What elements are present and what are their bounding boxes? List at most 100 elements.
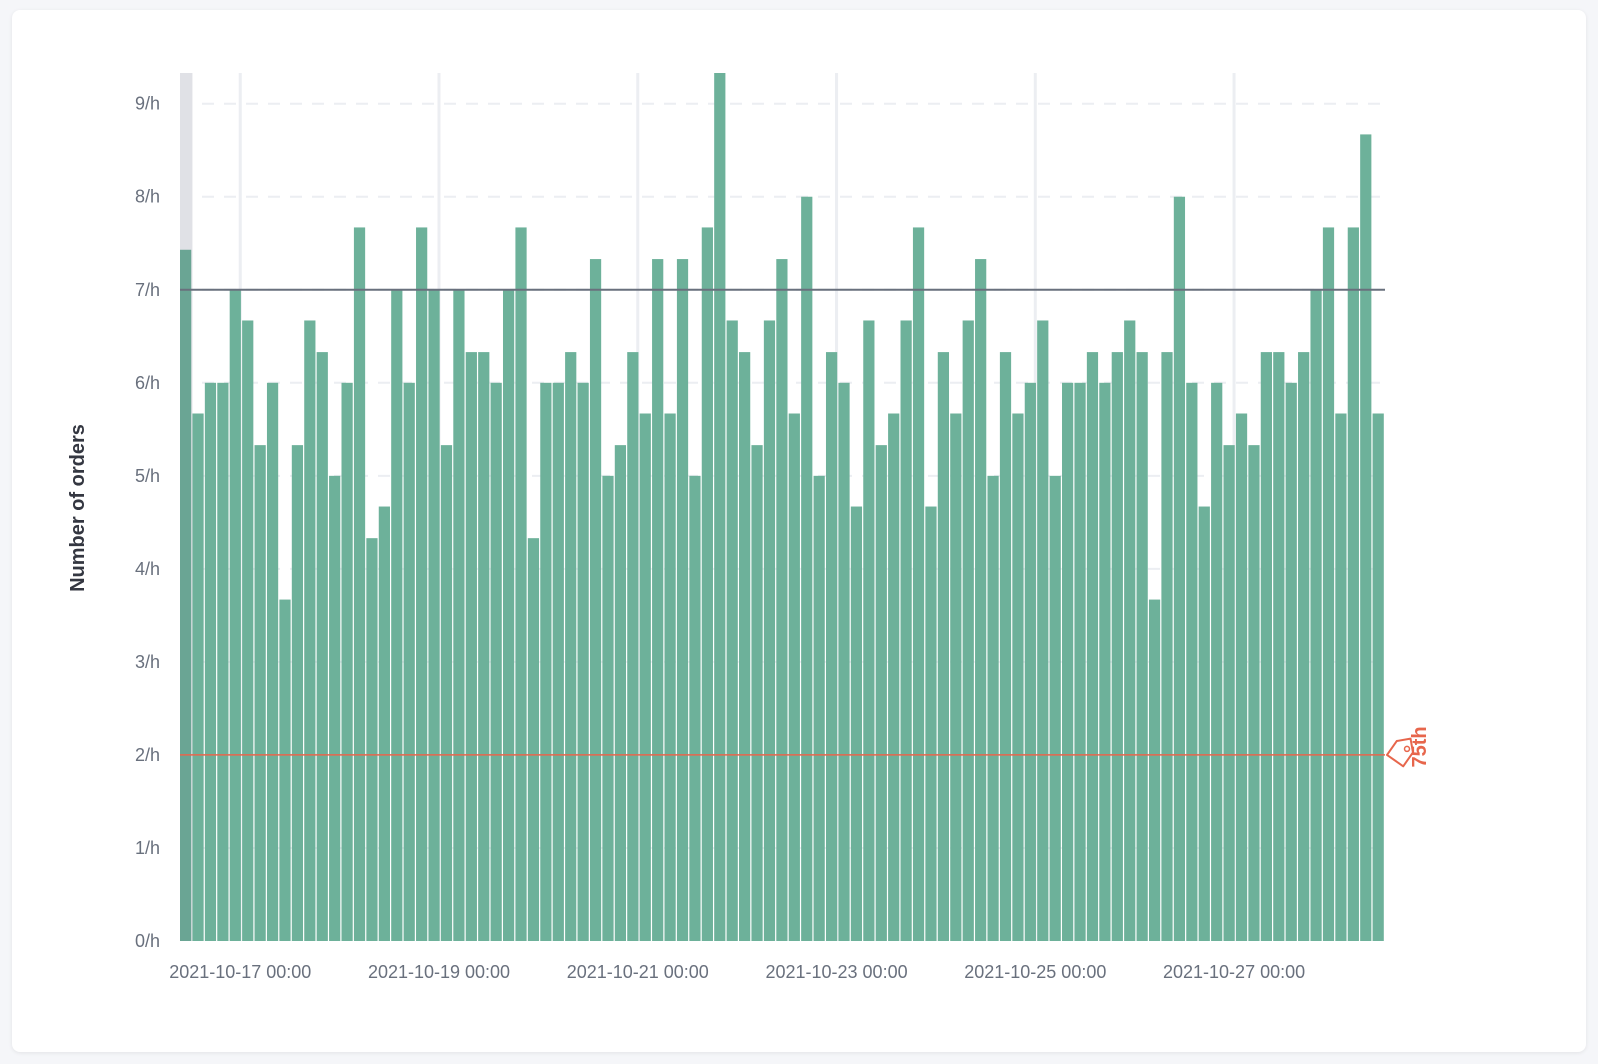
reference-line-label: 75th xyxy=(1409,726,1431,767)
y-tick-label: 3/h xyxy=(135,652,160,672)
bar xyxy=(1099,382,1111,941)
bar xyxy=(1012,413,1024,942)
bar xyxy=(1024,382,1036,941)
bar xyxy=(739,352,751,941)
bar xyxy=(242,320,254,941)
bar xyxy=(428,289,440,941)
bar xyxy=(1211,382,1223,941)
y-tick-label: 7/h xyxy=(135,280,160,300)
y-tick-label: 4/h xyxy=(135,559,160,579)
y-tick-label: 9/h xyxy=(135,94,160,114)
bar xyxy=(440,445,453,941)
bar xyxy=(254,445,266,941)
y-tick-label: 6/h xyxy=(135,373,160,393)
bar xyxy=(229,289,241,941)
bar xyxy=(353,227,366,941)
bar xyxy=(180,249,192,941)
bar xyxy=(676,259,689,941)
bar xyxy=(1372,413,1384,942)
bar xyxy=(614,445,627,941)
bar xyxy=(565,352,577,941)
bar xyxy=(1186,382,1198,941)
bar xyxy=(825,352,838,941)
bar xyxy=(1223,445,1235,941)
bar xyxy=(552,382,564,941)
bar xyxy=(900,320,912,941)
bar xyxy=(987,475,999,941)
bar xyxy=(652,259,664,941)
bar xyxy=(1322,227,1335,941)
bar xyxy=(1049,475,1061,941)
tag-icon-shape xyxy=(1386,737,1414,768)
bar xyxy=(962,320,974,941)
bar xyxy=(291,445,304,941)
bar xyxy=(999,352,1012,941)
bar xyxy=(478,352,490,941)
y-tick-label: 1/h xyxy=(135,838,160,858)
bar xyxy=(378,506,390,941)
bar xyxy=(403,382,415,941)
bar xyxy=(912,227,925,941)
bar xyxy=(701,227,713,941)
bar xyxy=(664,413,676,942)
tag-icon-hole xyxy=(1403,745,1411,753)
bar xyxy=(316,352,328,941)
x-tick-label: 2021-10-21 00:00 xyxy=(567,962,709,982)
x-axis-ticks: 2021-10-17 00:00 2021-10-19 00:00 2021-10-… xyxy=(169,962,1305,982)
bar xyxy=(453,289,465,941)
bar xyxy=(975,259,987,941)
bar xyxy=(602,475,614,941)
bar xyxy=(1136,352,1148,941)
bar xyxy=(416,227,428,941)
bar xyxy=(279,599,291,941)
x-tick-label: 2021-10-25 00:00 xyxy=(964,962,1106,982)
bar xyxy=(540,382,552,941)
bar xyxy=(813,475,825,941)
bar xyxy=(714,73,726,941)
bar xyxy=(217,382,229,941)
reference-lines: 75th xyxy=(180,288,1431,768)
bar xyxy=(776,259,788,941)
bar xyxy=(1198,506,1210,941)
bar xyxy=(391,289,403,941)
y-axis-label: Number of orders xyxy=(67,424,89,592)
bar xyxy=(1285,382,1297,941)
bar xyxy=(788,413,800,942)
bar xyxy=(502,289,515,941)
bar xyxy=(850,506,863,941)
bar xyxy=(1037,320,1049,941)
bar xyxy=(1310,289,1322,941)
bar xyxy=(1347,227,1359,941)
bar xyxy=(838,382,850,941)
bar xyxy=(465,352,477,941)
bar xyxy=(751,445,763,941)
bar xyxy=(341,382,353,941)
bar xyxy=(875,445,887,941)
bar xyxy=(888,413,900,942)
bar xyxy=(1298,352,1310,941)
y-tick-label: 8/h xyxy=(135,187,160,207)
bar xyxy=(950,413,962,942)
bar xyxy=(763,320,776,941)
bar xyxy=(639,413,651,942)
x-tick-label: 2021-10-23 00:00 xyxy=(765,962,907,982)
bar xyxy=(1360,134,1372,942)
bar xyxy=(515,227,527,941)
bar xyxy=(1260,352,1272,941)
bar xyxy=(689,475,701,941)
bar xyxy=(1074,382,1086,941)
bar xyxy=(329,475,341,941)
bar xyxy=(925,506,937,941)
bar xyxy=(1173,196,1186,941)
bar xyxy=(204,382,217,941)
bar xyxy=(266,382,279,941)
x-tick-label: 2021-10-19 00:00 xyxy=(368,962,510,982)
bar xyxy=(304,320,316,941)
bar xyxy=(863,320,875,941)
x-tick-label: 2021-10-17 00:00 xyxy=(169,962,311,982)
y-tick-label: 0/h xyxy=(135,931,160,951)
bar xyxy=(1248,445,1260,941)
bar xyxy=(577,382,589,941)
bar xyxy=(527,538,540,941)
